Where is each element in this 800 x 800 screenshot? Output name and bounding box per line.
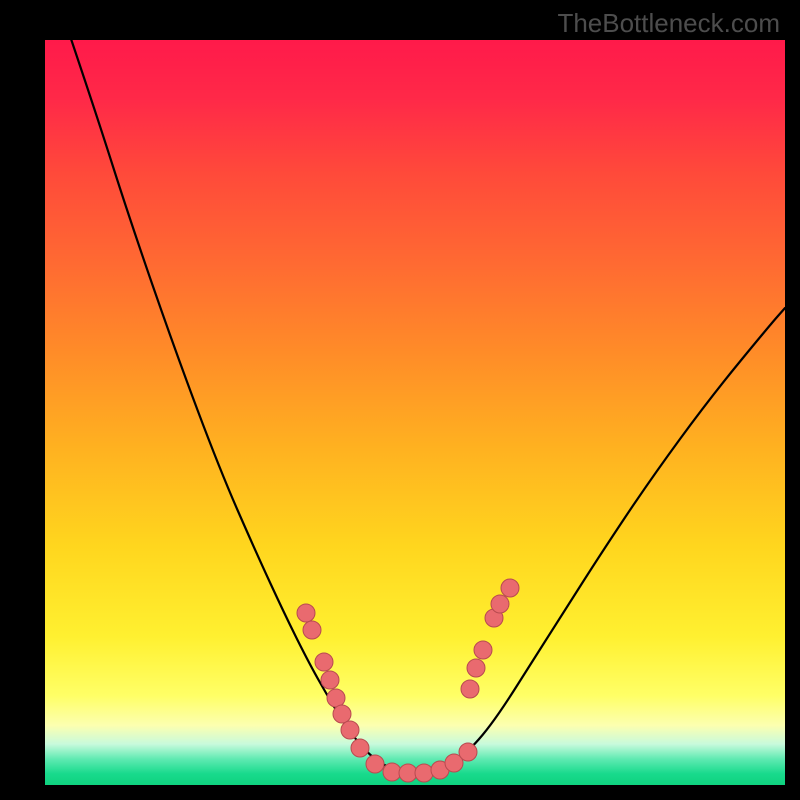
watermark-text: TheBottleneck.com: [557, 8, 780, 39]
chart-stage: TheBottleneck.com: [0, 0, 800, 800]
plot-gradient-background: [45, 40, 785, 785]
